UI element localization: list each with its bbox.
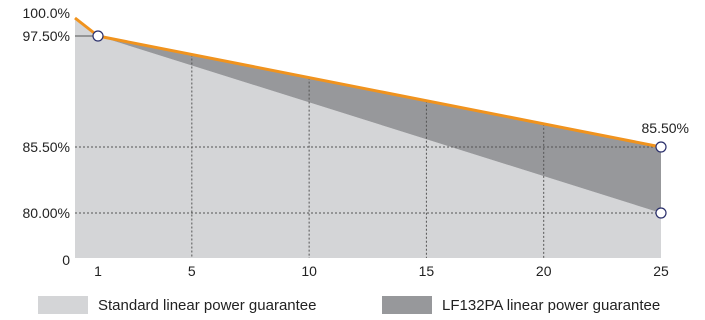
legend-item-standard: Standard linear power guarantee bbox=[38, 296, 316, 314]
x-axis-ticks: 1 5 10 15 20 25 bbox=[94, 263, 669, 279]
area-lf132pa bbox=[75, 18, 661, 213]
point-lf132pa-year25 bbox=[655, 141, 667, 153]
x-tick-label: 25 bbox=[653, 263, 669, 279]
y-tick-label: 80.00% bbox=[23, 205, 70, 221]
x-tick-label: 5 bbox=[188, 263, 196, 279]
x-tick-label: 20 bbox=[536, 263, 552, 279]
chart: 100.0%97.50%85.50%80.00%0 1 5 10 15 20 25 85.… bbox=[23, 5, 689, 279]
legend-item-lf132pa: LF132PA linear power guarantee bbox=[382, 296, 660, 314]
y-tick-label: 85.50% bbox=[23, 139, 70, 155]
point-year1 bbox=[92, 30, 104, 42]
y-tick-label: 97.50% bbox=[23, 28, 70, 44]
annotations: 85.50% bbox=[642, 120, 689, 136]
chart-points bbox=[92, 30, 667, 219]
legend-label-lf132pa: LF132PA linear power guarantee bbox=[442, 296, 661, 314]
area-standard bbox=[75, 18, 661, 258]
chart-areas bbox=[75, 18, 661, 258]
annotation-label: 85.50% bbox=[642, 120, 689, 136]
y-tick-label: 0 bbox=[62, 252, 70, 268]
legend: Standard linear power guarantee LF132PA … bbox=[0, 296, 705, 320]
point-standard-year25 bbox=[655, 207, 667, 219]
legend-swatch-lf132pa bbox=[382, 296, 432, 314]
legend-swatch-standard bbox=[38, 296, 88, 314]
y-axis-ticks: 100.0% 97.50% 85.50% 80.00% 0 bbox=[23, 5, 71, 268]
x-tick-label: 10 bbox=[301, 263, 317, 279]
gridlines bbox=[75, 35, 661, 258]
y-tick-label: 100.0% bbox=[23, 5, 70, 21]
legend-label-standard: Standard linear power guarantee bbox=[98, 296, 317, 314]
x-tick-label: 1 bbox=[94, 263, 102, 279]
x-tick-label: 15 bbox=[419, 263, 435, 279]
